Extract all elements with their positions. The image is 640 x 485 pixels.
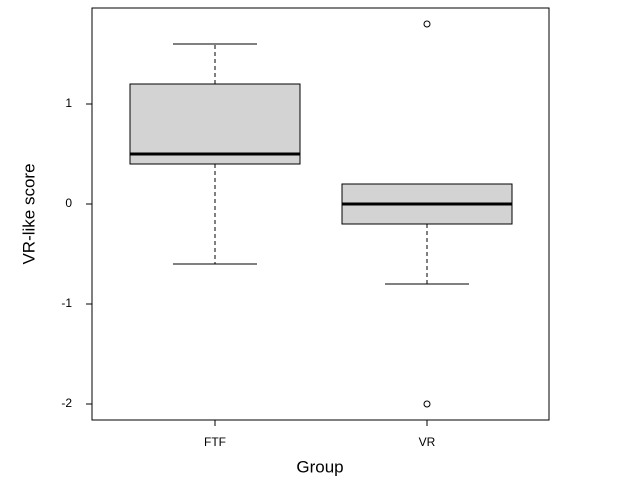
y-tick-label: 0 xyxy=(65,196,72,210)
outlier xyxy=(423,400,431,408)
box xyxy=(129,83,301,165)
y-axis-label: VR-like score xyxy=(19,163,38,264)
y-tick-label: -1 xyxy=(61,296,72,310)
x-tick-label: FTF xyxy=(204,435,226,449)
plot-frame xyxy=(91,7,550,421)
x-tick-label: VR xyxy=(419,435,436,449)
outlier xyxy=(423,20,431,28)
y-tick-label: 1 xyxy=(65,96,72,110)
y-tick-label: -2 xyxy=(61,396,72,410)
x-axis-label: Group xyxy=(296,457,343,476)
